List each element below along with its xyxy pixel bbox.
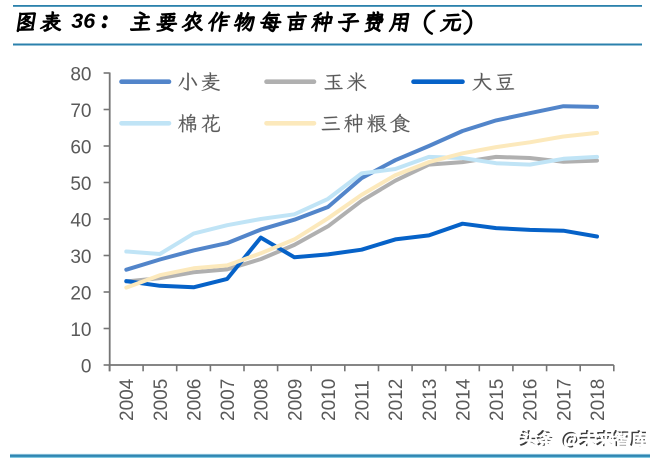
svg-text:2018: 2018 — [588, 379, 609, 421]
svg-text:2017: 2017 — [554, 379, 575, 421]
svg-text:2012: 2012 — [386, 379, 407, 421]
svg-text:70: 70 — [70, 101, 91, 122]
svg-text:30: 30 — [70, 247, 91, 268]
svg-text:2015: 2015 — [487, 379, 508, 421]
svg-text:2007: 2007 — [218, 379, 239, 421]
svg-text:50: 50 — [70, 174, 91, 195]
svg-text:2005: 2005 — [151, 379, 172, 421]
svg-text:20: 20 — [70, 284, 91, 305]
svg-text:2006: 2006 — [185, 379, 206, 421]
svg-text:2013: 2013 — [420, 379, 441, 421]
svg-text:60: 60 — [70, 138, 91, 159]
svg-text:2009: 2009 — [285, 379, 306, 421]
svg-text:36: 36 — [71, 9, 96, 33]
svg-text:40: 40 — [70, 211, 91, 232]
svg-text:2004: 2004 — [117, 378, 138, 421]
svg-text:2014: 2014 — [453, 378, 474, 421]
svg-text:2010: 2010 — [319, 379, 340, 421]
svg-text:2008: 2008 — [252, 379, 273, 421]
svg-text:10: 10 — [70, 320, 91, 341]
svg-text:2016: 2016 — [521, 379, 542, 421]
svg-text:80: 80 — [70, 65, 91, 86]
svg-text:2011: 2011 — [353, 380, 374, 421]
svg-text:0: 0 — [81, 357, 92, 378]
